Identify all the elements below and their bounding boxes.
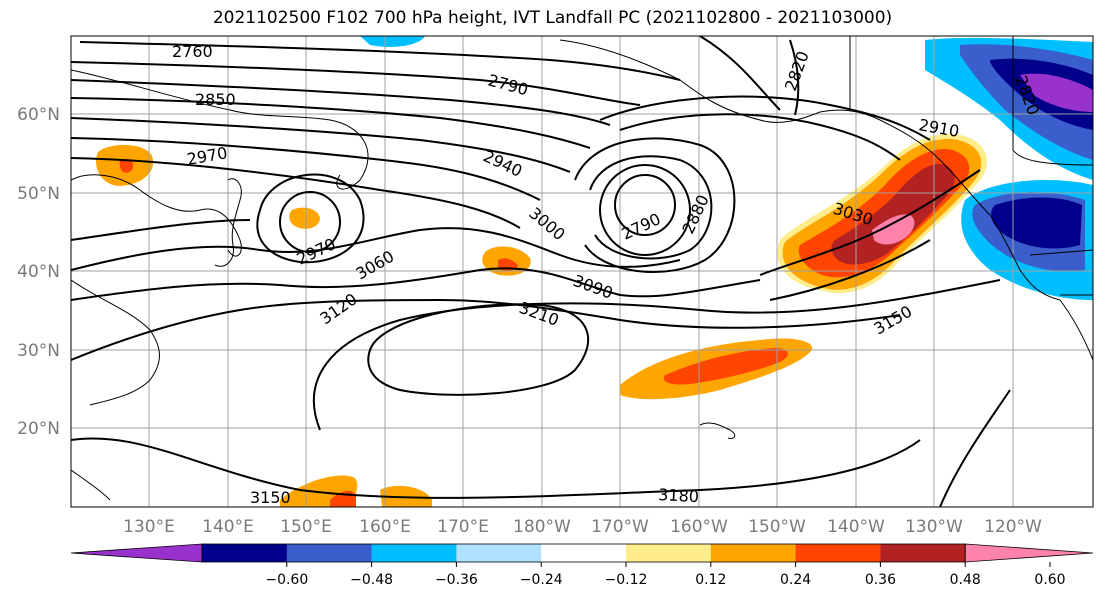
colorbar-segment: [202, 544, 288, 562]
lon-label: 120°W: [984, 517, 1042, 537]
colorbar-tick-label: 0.24: [780, 572, 811, 588]
colorbar-segment: [456, 544, 542, 562]
colorbar-segment: [626, 544, 712, 562]
colorbar-tick-label: −0.12: [605, 572, 648, 588]
negative-ivt-region-north-max: [1020, 73, 1093, 112]
lon-label: 160°E: [359, 517, 411, 537]
lat-label: 20°N: [17, 419, 60, 439]
height-contours: [71, 36, 1011, 507]
colorbar-extend-high: [964, 543, 1094, 563]
colorbar-frame: [201, 543, 966, 563]
colorbar-extend-low: [70, 543, 203, 563]
contour-label: 2760: [172, 42, 213, 61]
lon-label: 170°W: [591, 517, 649, 537]
lon-label: 130°W: [905, 517, 963, 537]
lon-label: 180°W: [513, 517, 571, 537]
latitude-labels: 60°N 50°N 40°N 30°N 20°N: [17, 105, 60, 439]
map-frame: [70, 35, 1094, 508]
contour-label: 2850: [195, 90, 236, 109]
colorbar-tick-label: 0.60: [1034, 572, 1065, 588]
longitude-labels: 130°E 140°E 150°E 160°E 170°E 180°W 170°…: [123, 517, 1042, 537]
colorbar-tick-label: 0.48: [950, 572, 981, 588]
colorbar-tick-label: −0.60: [265, 572, 308, 588]
lat-label: 50°N: [17, 184, 60, 204]
colorbar-tick-label: −0.36: [435, 572, 478, 588]
lat-label: 60°N: [17, 105, 60, 125]
positive-ivt-plume-max: [872, 214, 915, 245]
colorbar-segment: [371, 544, 457, 562]
lon-label: 140°E: [202, 517, 254, 537]
lon-label: 130°E: [123, 517, 175, 537]
lon-label: 170°E: [437, 517, 489, 537]
colorbar-tick-label: 0.36: [865, 572, 896, 588]
lon-label: 150°W: [748, 517, 806, 537]
colorbar-segment: [710, 544, 797, 562]
colorbar-tick-label: 0.12: [695, 572, 726, 588]
colorbar-segment: [541, 544, 627, 562]
negative-ivt-region-south-deep: [991, 197, 1082, 249]
colorbar-segment: [880, 544, 966, 562]
positive-ivt-plume-4: [831, 164, 955, 265]
contour-label: 3150: [250, 488, 291, 507]
lon-label: 160°W: [670, 517, 728, 537]
lon-label: 150°E: [280, 517, 332, 537]
lat-label: 40°N: [17, 262, 60, 282]
colorbar-segment: [795, 544, 881, 562]
colorbar-tick-label: −0.48: [350, 572, 393, 588]
lon-label: 140°W: [827, 517, 885, 537]
figure-title: 2021102500 F102 700 hPa height, IVT Land…: [212, 8, 893, 28]
ivt-shading: [96, 36, 1093, 507]
positive-ivt-subtropical-core: [663, 348, 788, 385]
lat-label: 30°N: [17, 341, 60, 361]
colorbar: −0.60 −0.48 −0.36 −0.24 −0.12 0.12 0.24 0.36 0.4…: [70, 543, 1094, 588]
positive-ivt-blob-low: [289, 207, 320, 229]
colorbar-segment: [286, 544, 373, 562]
negative-ivt-small-top: [360, 36, 425, 47]
graticule: [71, 36, 1093, 507]
contour-label: 3180: [658, 485, 700, 506]
colorbar-tick-label: −0.24: [520, 572, 563, 588]
positive-ivt-blob-west-core: [119, 158, 134, 173]
